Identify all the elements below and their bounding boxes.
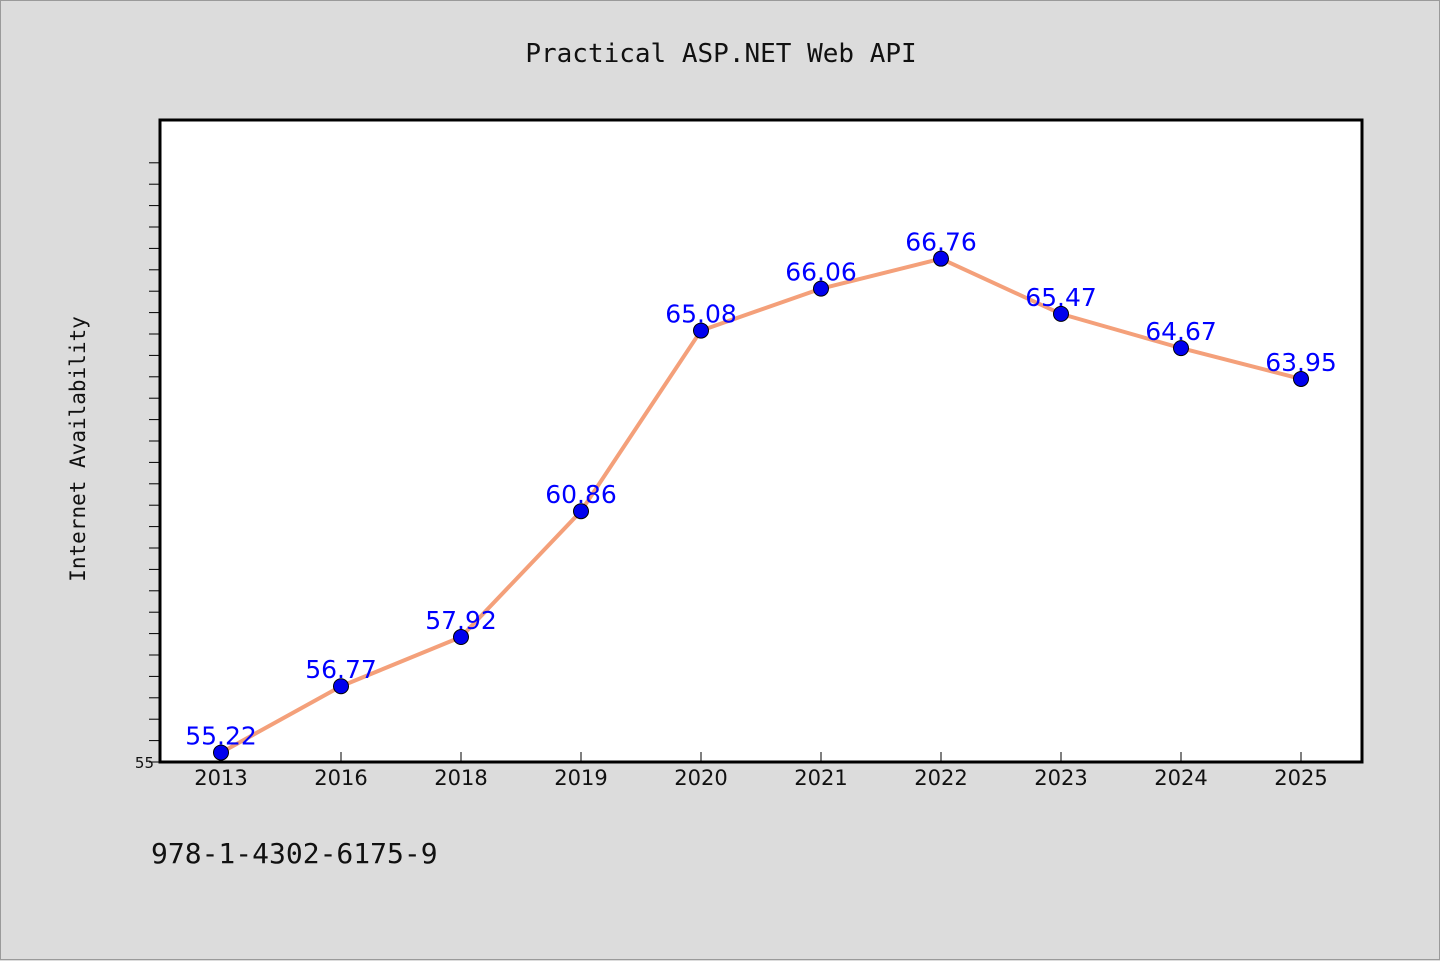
data-point-marker [693,322,709,339]
data-point-marker [1053,305,1069,322]
plot-area [158,118,1364,764]
data-point-marker [333,678,349,695]
data-label: 64.67 [1145,317,1217,346]
data-label: 66.06 [785,258,857,287]
data-point-marker [1293,370,1309,387]
x-tick-label: 2024 [1154,766,1207,790]
data-label: 57.92 [425,606,497,635]
y-axis-ticks: 55 [135,162,160,772]
x-axis-ticks: 2013 2016 2018 2019 2020 2021 2022 2023 2024 2025 [194,752,1328,790]
series-line [220,256,1302,755]
data-point-marker [933,250,949,267]
marker-layer [213,250,1309,761]
x-tick-label: 2013 [194,766,247,790]
x-tick-label: 2023 [1034,766,1087,790]
data-label: 66.76 [905,228,977,257]
x-tick-label: 2016 [314,766,367,790]
x-tick-label: 2025 [1274,766,1327,790]
y-axis-label: Internet Availability [66,316,90,582]
data-label: 65.47 [1025,283,1097,312]
chart-title: Practical ASP.NET Web API [525,39,916,69]
data-label: 60.86 [545,480,617,509]
data-point-marker [213,744,229,761]
y-tick-label: 55 [135,754,154,772]
x-tick-label: 2022 [914,766,967,790]
x-tick-label: 2018 [434,766,487,790]
x-tick-label: 2021 [794,766,847,790]
data-label: 55.22 [185,722,257,751]
isbn-footer: 978-1-4302-6175-9 [151,837,438,870]
data-label: 56.77 [305,655,377,684]
data-label-layer: 55.22 56.77 57.92 60.86 65.08 66.06 66.76 65.47… [185,228,1337,751]
x-tick-label: 2020 [674,766,727,790]
data-point-marker [813,280,829,297]
x-tick-label: 2019 [554,766,607,790]
data-point-marker [453,629,469,646]
data-point-marker [1173,340,1189,357]
data-label: 63.95 [1265,348,1337,377]
data-label: 65.08 [665,300,737,329]
series-layer [220,256,1302,755]
data-point-marker [573,503,589,520]
